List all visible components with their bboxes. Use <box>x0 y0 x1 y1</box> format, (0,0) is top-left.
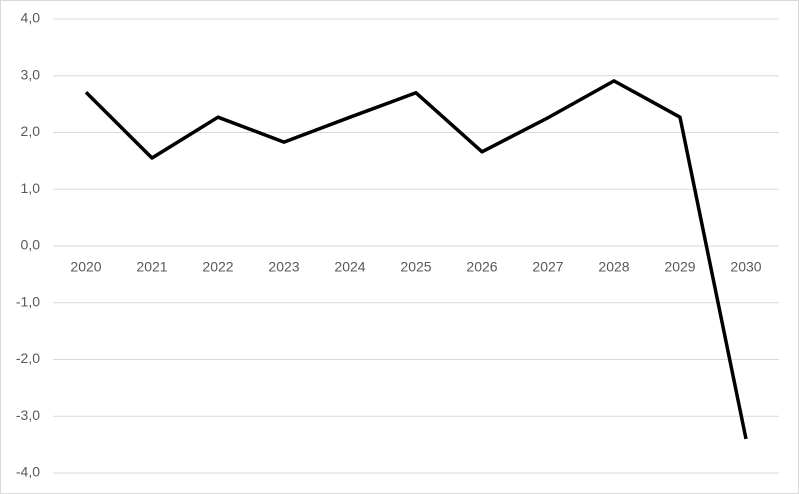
y-tick-label: 2,0 <box>21 123 41 139</box>
y-tick-label: 0,0 <box>21 237 41 253</box>
x-tick-label: 2027 <box>532 259 563 275</box>
x-tick-label: 2021 <box>136 259 167 275</box>
x-tick-label: 2028 <box>598 259 629 275</box>
x-tick-label: 2026 <box>466 259 497 275</box>
y-tick-label: -3,0 <box>16 407 40 423</box>
x-tick-label: 2022 <box>202 259 233 275</box>
x-tick-label: 2030 <box>730 259 761 275</box>
y-tick-label: -2,0 <box>16 350 40 366</box>
y-tick-label: 3,0 <box>21 66 41 82</box>
x-tick-label: 2023 <box>268 259 299 275</box>
x-tick-label: 2020 <box>70 259 101 275</box>
y-tick-label: 4,0 <box>21 10 41 26</box>
x-tick-label: 2025 <box>400 259 431 275</box>
y-tick-label: -4,0 <box>16 464 40 480</box>
y-tick-label: 1,0 <box>21 180 41 196</box>
y-tick-label: -1,0 <box>16 293 40 309</box>
x-tick-label: 2029 <box>664 259 695 275</box>
x-tick-label: 2024 <box>334 259 365 275</box>
series-line <box>84 79 748 440</box>
